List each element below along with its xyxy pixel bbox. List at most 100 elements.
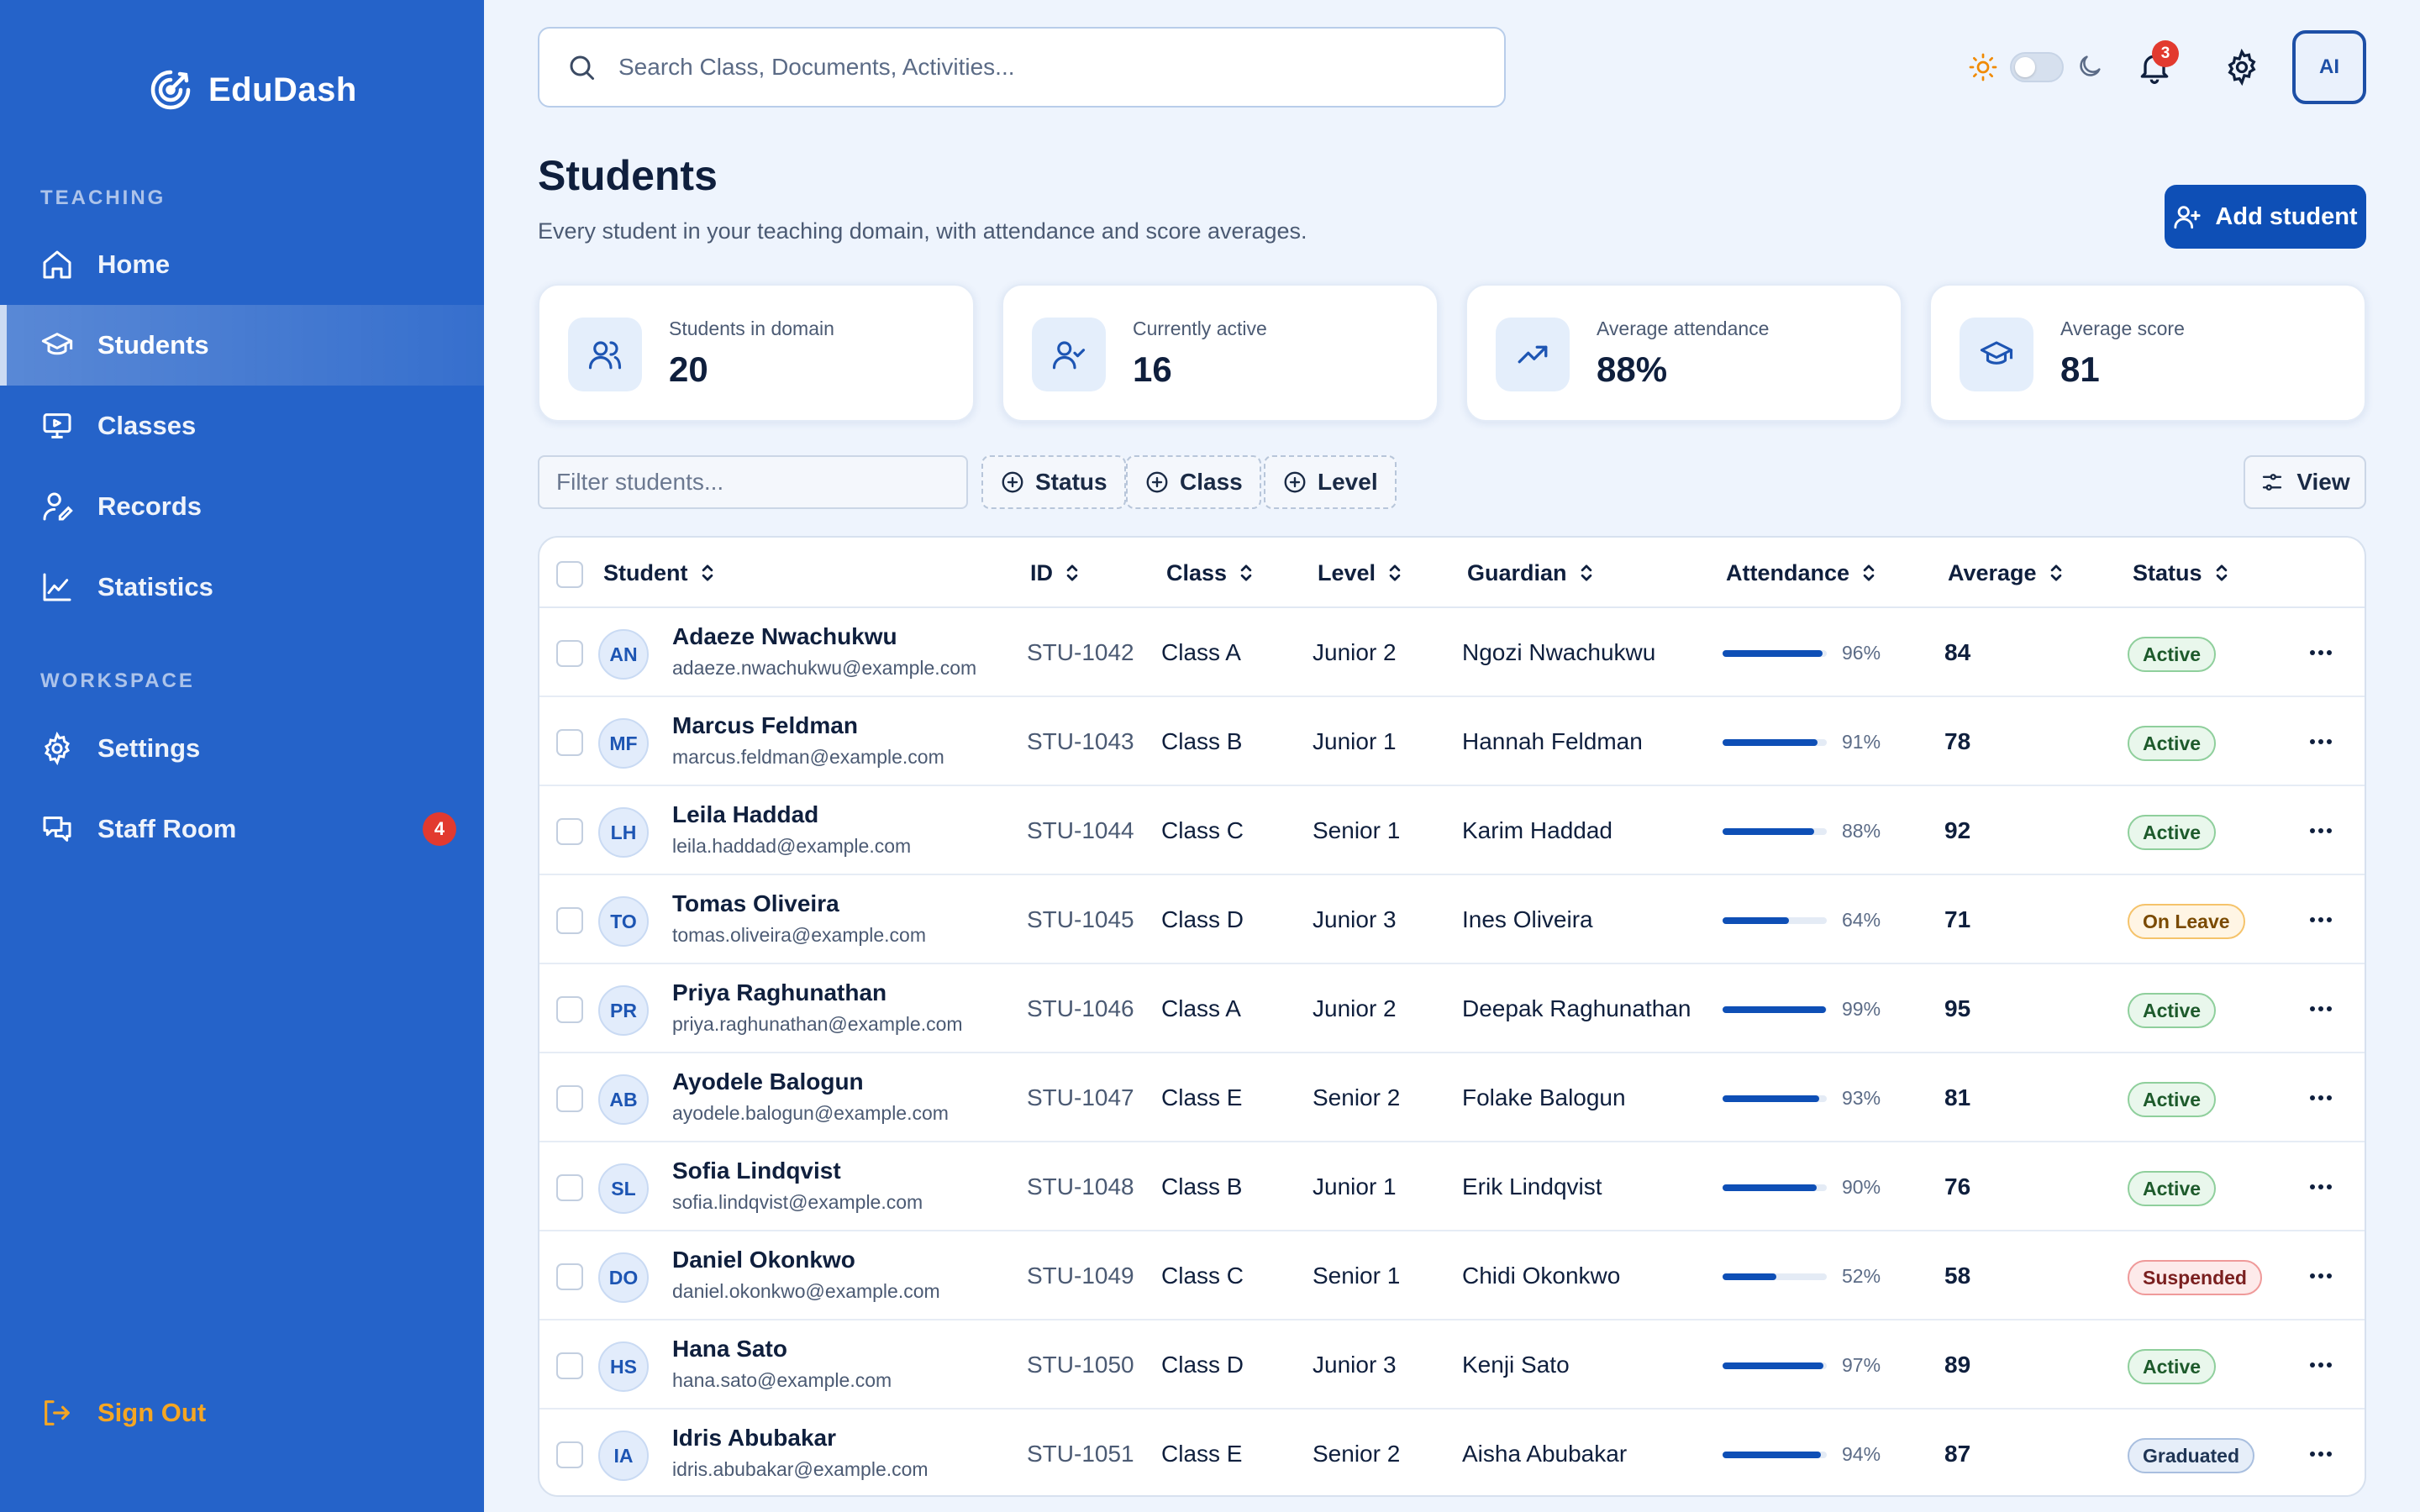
row-checkbox[interactable] [556, 818, 583, 845]
student-email: ayodele.balogun@example.com [672, 1102, 949, 1124]
student-id: STU-1042 [1027, 639, 1134, 665]
student-name[interactable]: Daniel Okonkwo [672, 1247, 855, 1273]
column-header-id[interactable]: ID [1030, 538, 1081, 608]
row-checkbox[interactable] [556, 1263, 583, 1290]
attendance-bar-fill [1723, 917, 1789, 924]
sidebar-item-label: Classes [97, 411, 197, 440]
column-header-student[interactable]: Student [603, 538, 717, 608]
add-student-button[interactable]: Add student [2165, 185, 2366, 249]
stat-label: Students in domain [669, 318, 834, 339]
settings-gear-icon[interactable] [2223, 49, 2260, 86]
student-name[interactable]: Marcus Feldman [672, 712, 858, 738]
row-more-icon[interactable] [2307, 818, 2334, 843]
row-checkbox[interactable] [556, 1352, 583, 1379]
student-level: Junior 3 [1313, 906, 1397, 932]
sidebar-item-statistics[interactable]: Statistics [0, 547, 484, 627]
column-header-average[interactable]: Average [1948, 538, 2065, 608]
average-score: 84 [1944, 639, 1971, 665]
student-level: Junior 1 [1313, 728, 1397, 754]
attendance-bar-fill [1723, 1362, 1823, 1369]
row-checkbox[interactable] [556, 996, 583, 1023]
attendance-bar-fill [1723, 1006, 1826, 1013]
student-name[interactable]: Idris Abubakar [672, 1425, 837, 1451]
column-header-class[interactable]: Class [1166, 538, 1255, 608]
stat-card-active: Currently active 16 [1002, 284, 1439, 422]
table-row[interactable]: SL Sofia Lindqvist sofia.lindqvist@example… [539, 1142, 2365, 1231]
filter-chip-class[interactable]: Class [1126, 455, 1261, 509]
table-row[interactable]: TO Tomas Oliveira tomas.oliveira@example.c… [539, 875, 2365, 964]
row-more-icon[interactable] [2307, 729, 2334, 754]
row-checkbox[interactable] [556, 640, 583, 667]
sidebar-item-staff-room[interactable]: Staff Room 4 [0, 789, 484, 869]
stat-value: 20 [669, 349, 708, 389]
student-name[interactable]: Priya Raghunathan [672, 979, 887, 1005]
filter-students-input[interactable] [538, 455, 968, 509]
student-name[interactable]: Tomas Oliveira [672, 890, 839, 916]
filter-chip-status[interactable]: Status [981, 455, 1126, 509]
sidebar-item-label: Statistics [97, 572, 213, 601]
student-email: leila.haddad@example.com [672, 835, 912, 857]
sign-out-button[interactable]: Sign Out [40, 1396, 206, 1430]
student-id: STU-1043 [1027, 728, 1134, 754]
column-header-level[interactable]: Level [1318, 538, 1404, 608]
attendance-bar [1723, 1362, 1827, 1369]
row-checkbox[interactable] [556, 1441, 583, 1468]
table-row[interactable]: PR Priya Raghunathan priya.raghunathan@exa… [539, 964, 2365, 1053]
student-name[interactable]: Hana Sato [672, 1336, 787, 1362]
table-row[interactable]: HS Hana Sato hana.sato@example.com STU-1050… [539, 1320, 2365, 1410]
user-plus-icon [2173, 202, 2202, 231]
table-row[interactable]: IA Idris Abubakar idris.abubakar@example.c… [539, 1410, 2365, 1495]
filter-chip-label: Class [1180, 469, 1243, 495]
brand[interactable]: EduDash [148, 67, 357, 113]
plus-circle-icon [1282, 470, 1307, 495]
section-label-workspace: WORKSPACE [40, 669, 195, 692]
student-level: Junior 1 [1313, 1173, 1397, 1200]
row-more-icon[interactable] [2307, 1441, 2334, 1467]
user-avatar[interactable]: AI [2292, 30, 2366, 104]
row-more-icon[interactable] [2307, 996, 2334, 1021]
sidebar-item-students[interactable]: Students [0, 305, 484, 386]
theme-toggle[interactable] [2010, 52, 2064, 82]
student-name[interactable]: Leila Haddad [672, 801, 819, 827]
search-input[interactable] [618, 54, 1459, 81]
row-checkbox[interactable] [556, 1174, 583, 1201]
sidebar-item-home[interactable]: Home [0, 224, 484, 305]
table-row[interactable]: AN Adaeze Nwachukwu adaeze.nwachukwu@examp… [539, 608, 2365, 697]
table-row[interactable]: AB Ayodele Balogun ayodele.balogun@example… [539, 1053, 2365, 1142]
row-more-icon[interactable] [2307, 640, 2334, 665]
row-more-icon[interactable] [2307, 1352, 2334, 1378]
view-label: View [2296, 469, 2350, 495]
row-checkbox[interactable] [556, 1085, 583, 1112]
student-name[interactable]: Adaeze Nwachukwu [672, 623, 897, 649]
filter-chip-level[interactable]: Level [1264, 455, 1397, 509]
student-level: Senior 1 [1313, 1263, 1401, 1289]
select-all-checkbox[interactable] [556, 561, 583, 588]
sidebar-item-classes[interactable]: Classes [0, 386, 484, 466]
sidebar-item-records[interactable]: Records [0, 466, 484, 547]
row-more-icon[interactable] [2307, 1263, 2334, 1289]
average-score: 71 [1944, 906, 1971, 932]
row-more-icon[interactable] [2307, 1174, 2334, 1200]
column-header-attendance[interactable]: Attendance [1726, 538, 1878, 608]
column-header-guardian[interactable]: Guardian [1467, 538, 1596, 608]
sidebar-item-label: Home [97, 249, 171, 279]
column-header-status[interactable]: Status [2133, 538, 2231, 608]
table-row[interactable]: DO Daniel Okonkwo daniel.okonkwo@example.c… [539, 1231, 2365, 1320]
table-row[interactable]: LH Leila Haddad leila.haddad@example.com ST… [539, 786, 2365, 875]
guardian-name: Aisha Abubakar [1462, 1441, 1628, 1467]
table-row[interactable]: MF Marcus Feldman marcus.feldman@example.c… [539, 697, 2365, 786]
row-more-icon[interactable] [2307, 907, 2334, 932]
row-checkbox[interactable] [556, 729, 583, 756]
search-bar[interactable] [538, 27, 1506, 108]
sidebar-item-settings[interactable]: Settings [0, 708, 484, 789]
view-options-button[interactable]: View [2244, 455, 2366, 509]
sort-icon [2047, 562, 2065, 584]
avatar: HS [598, 1341, 649, 1392]
student-name[interactable]: Sofia Lindqvist [672, 1158, 841, 1184]
page-subtitle: Every student in your teaching domain, w… [538, 218, 1307, 244]
attendance-percent: 90% [1842, 1175, 1881, 1198]
sliders-icon [2260, 470, 2285, 495]
row-more-icon[interactable] [2307, 1085, 2334, 1110]
row-checkbox[interactable] [556, 907, 583, 934]
student-name[interactable]: Ayodele Balogun [672, 1068, 864, 1095]
